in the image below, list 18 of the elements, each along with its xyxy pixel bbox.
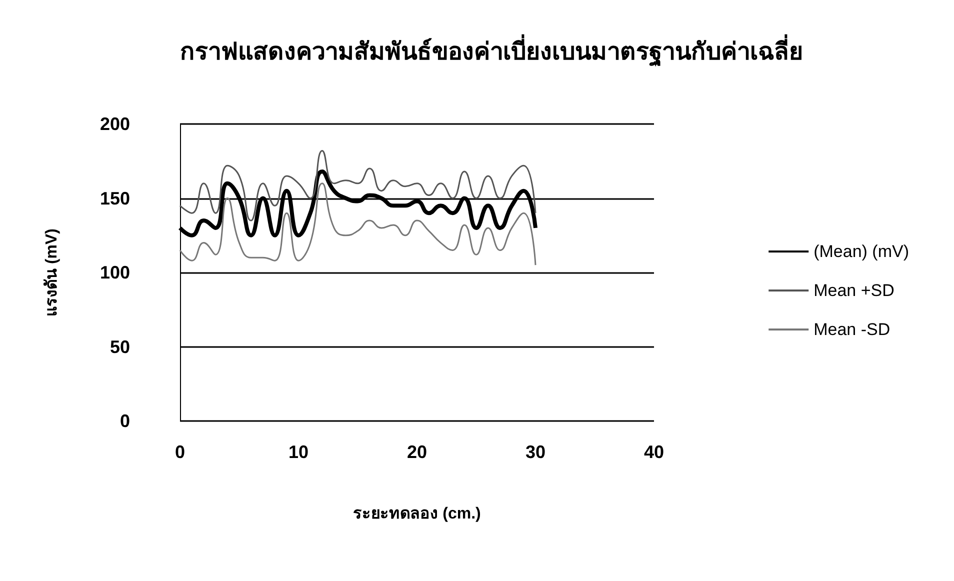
legend-label: Mean +SD bbox=[814, 281, 894, 300]
y-tick-label: 50 bbox=[110, 336, 130, 357]
legend-label: Mean -SD bbox=[814, 320, 890, 339]
y-tick-label: 200 bbox=[100, 114, 130, 134]
x-tick-label: 0 bbox=[174, 442, 186, 462]
line-series bbox=[179, 150, 536, 222]
x-tick-label: 30 bbox=[525, 442, 546, 462]
x-axis-title: ระยะทดลอง (cm.) bbox=[353, 506, 481, 522]
y-tick-label: 150 bbox=[100, 188, 130, 208]
x-tick-label: 10 bbox=[288, 442, 309, 462]
chart-title: กราฟแสดงความสัมพันธ์ของค่าเบี่ยงเบนมาตรฐานกับค่าเฉลี่ย bbox=[180, 34, 803, 68]
line-series bbox=[179, 182, 536, 266]
x-tick-label: 20 bbox=[406, 442, 428, 462]
legend-label: (Mean) (mV) bbox=[814, 242, 910, 261]
x-tick-label: 40 bbox=[644, 442, 664, 462]
y-axis-title: แรงดัน (mV) bbox=[42, 228, 60, 316]
y-tick-label: 100 bbox=[100, 262, 130, 282]
y-tick-label: 0 bbox=[120, 411, 130, 431]
